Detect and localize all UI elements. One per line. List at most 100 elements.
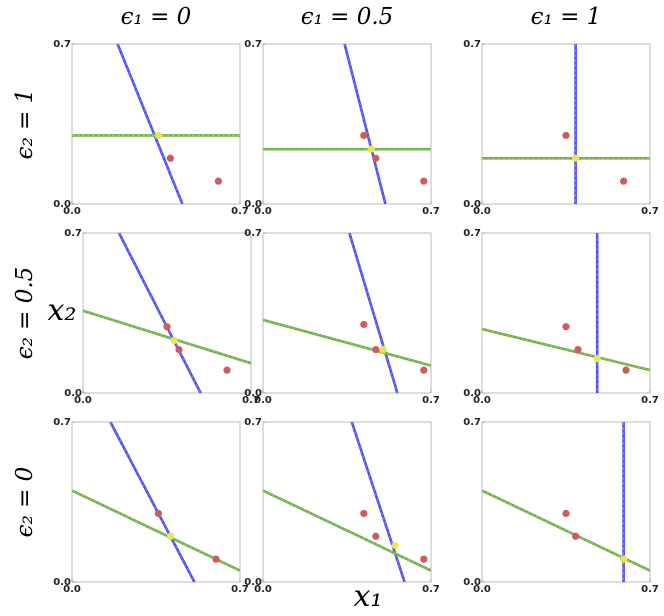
- x-tick-label: 0.7: [231, 584, 249, 595]
- line: [83, 309, 251, 365]
- line-dash: [263, 319, 431, 366]
- y-tick-label: 0.0: [463, 388, 481, 399]
- point: [572, 532, 580, 540]
- plot-frame: [71, 43, 241, 205]
- point: [223, 366, 231, 374]
- point: [170, 336, 178, 345]
- line: [109, 422, 196, 582]
- plot-frame: [481, 232, 651, 394]
- point: [620, 177, 628, 185]
- y-tick-label: 0.0: [244, 577, 262, 588]
- y-tick-label: 0.7: [244, 228, 262, 239]
- y-tick-label: 0.0: [463, 199, 481, 210]
- x-tick-label: 0.0: [473, 206, 491, 217]
- point: [360, 131, 368, 140]
- y-tick-label: 0.7: [244, 39, 262, 50]
- point: [154, 509, 162, 518]
- y-tick-label: 0.0: [244, 388, 262, 399]
- line: [116, 44, 184, 204]
- y-tick-label: 0.0: [463, 577, 481, 588]
- x-tick-label: 0.0: [74, 395, 92, 406]
- line: [72, 489, 240, 572]
- point: [214, 177, 222, 185]
- point: [175, 345, 183, 354]
- panel: 0.0 0.70.00.7: [244, 417, 440, 595]
- x-tick-label: 0.7: [641, 395, 659, 406]
- point: [574, 345, 582, 354]
- line: [482, 327, 650, 372]
- line-dash: [263, 490, 431, 571]
- x-tick-label: 0.7: [231, 206, 249, 217]
- panel: 0.0 0.70.00.7: [64, 228, 260, 406]
- x-tick-label: 0.7: [641, 584, 659, 595]
- point: [620, 555, 628, 563]
- line-dash: [110, 422, 195, 582]
- line-dash: [117, 44, 183, 204]
- x-axis-label: x₁: [354, 579, 383, 614]
- point: [166, 154, 174, 162]
- plot-frame: [262, 232, 432, 394]
- y-tick-label: 0.0: [64, 388, 82, 399]
- x-tick-label: 0.0: [473, 395, 491, 406]
- plot-frame: [262, 421, 432, 583]
- panel: 0.0 0.70.00.7: [244, 228, 440, 406]
- point: [372, 532, 380, 540]
- point: [372, 345, 380, 354]
- y-tick-label: 0.0: [53, 577, 71, 588]
- x-tick-label: 0.0: [473, 584, 491, 595]
- x-tick-label: 0.0: [254, 206, 272, 217]
- panel: 0.0 0.7 0.0 0.7: [463, 228, 659, 406]
- x-tick-label: 0.7: [422, 584, 440, 595]
- row-title: ϵ₂ = 1: [12, 89, 38, 160]
- x-tick-label: 0.7: [242, 395, 260, 406]
- x-tick-label: 0.0: [254, 584, 272, 595]
- line: [348, 233, 399, 393]
- x-tick-label: 0.0: [63, 206, 81, 217]
- line: [117, 233, 202, 393]
- column-title: ϵ₁ = 0.5: [301, 4, 394, 30]
- plot-frame: [481, 421, 651, 583]
- x-tick-label: 0.7: [641, 206, 659, 217]
- line-dash: [344, 44, 386, 204]
- y-tick-label: 0.7: [53, 39, 71, 50]
- plot-frame: [481, 43, 651, 205]
- row-title: ϵ₂ = 0: [12, 467, 38, 538]
- point: [562, 509, 570, 518]
- point: [212, 555, 220, 563]
- x-tick-label: 0.0: [254, 395, 272, 406]
- point: [360, 320, 368, 329]
- y-tick-label: 0.7: [53, 417, 71, 428]
- point: [420, 555, 428, 563]
- line: [263, 489, 431, 572]
- line: [263, 318, 431, 367]
- point: [420, 177, 428, 185]
- plot-frame: [262, 43, 432, 205]
- point: [562, 131, 570, 140]
- point: [379, 345, 387, 354]
- x-tick-label: 0.7: [422, 206, 440, 217]
- y-tick-label: 0.7: [64, 228, 82, 239]
- point: [593, 355, 601, 363]
- panel: 0.0 0.70.00.7: [53, 39, 249, 217]
- point: [420, 366, 428, 374]
- y-tick-label: 0.7: [463, 228, 481, 239]
- line-dash: [351, 422, 405, 582]
- panel: 0.0 0.7 0.0 0.7: [463, 417, 659, 595]
- point: [367, 145, 375, 153]
- y-axis-label: x₂: [48, 293, 77, 328]
- point: [622, 366, 630, 374]
- column-title: ϵ₁ = 0: [121, 4, 192, 30]
- y-tick-label: 0.7: [463, 39, 481, 50]
- y-tick-label: 0.7: [463, 417, 481, 428]
- point: [166, 532, 174, 540]
- panel: 0.0 0.70.00.7: [244, 39, 440, 217]
- point: [562, 323, 570, 331]
- point: [572, 154, 580, 162]
- column-title: ϵ₁ = 1: [531, 4, 602, 30]
- x-tick-label: 0.7: [422, 395, 440, 406]
- panel: 0.0 0.70.00.7: [53, 417, 249, 595]
- row-title: ϵ₂ = 0.5: [12, 267, 38, 360]
- line-dash: [349, 233, 398, 393]
- panel: 0.0 0.7 0.0 0.7: [463, 39, 659, 217]
